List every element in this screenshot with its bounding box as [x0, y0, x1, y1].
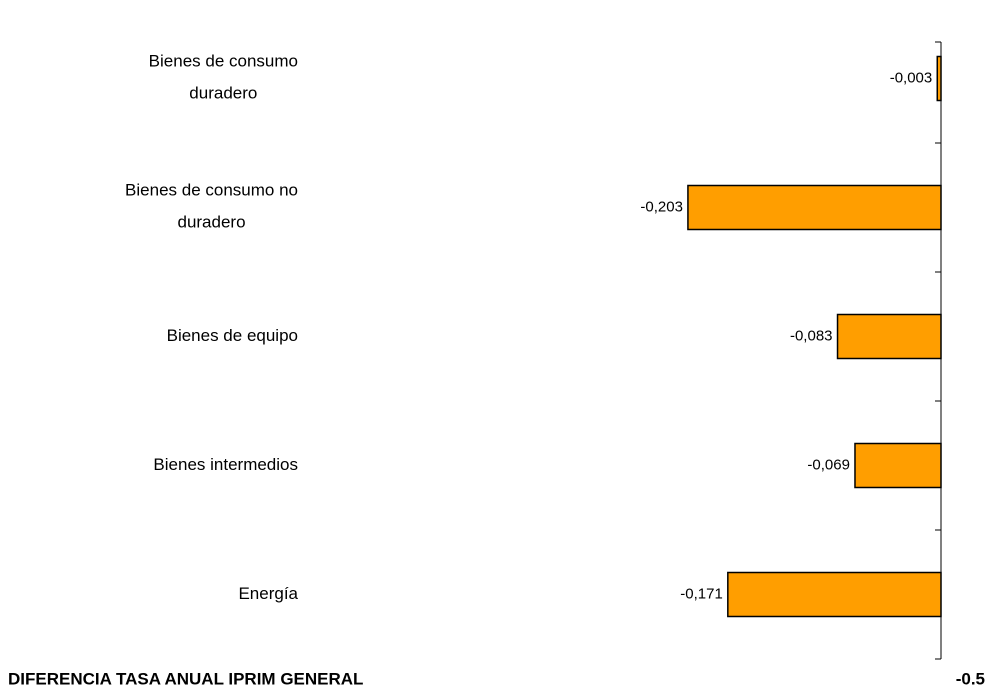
bar	[854, 442, 942, 489]
footer-label: DIFERENCIA TASA ANUAL IPRIM GENERAL	[8, 669, 363, 688]
value-label: -0,069	[807, 456, 850, 473]
value-label: -0,003	[890, 69, 933, 86]
footer-value: -0.5	[956, 669, 985, 688]
bar	[727, 571, 942, 618]
bar	[687, 184, 942, 231]
category-label: Bienes de consumo duradero	[149, 52, 298, 103]
category-label: Energía	[238, 584, 298, 603]
bar	[836, 313, 942, 360]
bar	[936, 55, 942, 102]
category-label: Bienes de equipo	[167, 326, 298, 345]
category-label: Bienes intermedios	[153, 455, 298, 474]
value-label: -0,083	[790, 327, 833, 344]
category-label: Bienes de consumo no duradero	[125, 181, 298, 232]
value-label: -0,171	[680, 585, 723, 602]
value-label: -0,203	[640, 198, 683, 215]
